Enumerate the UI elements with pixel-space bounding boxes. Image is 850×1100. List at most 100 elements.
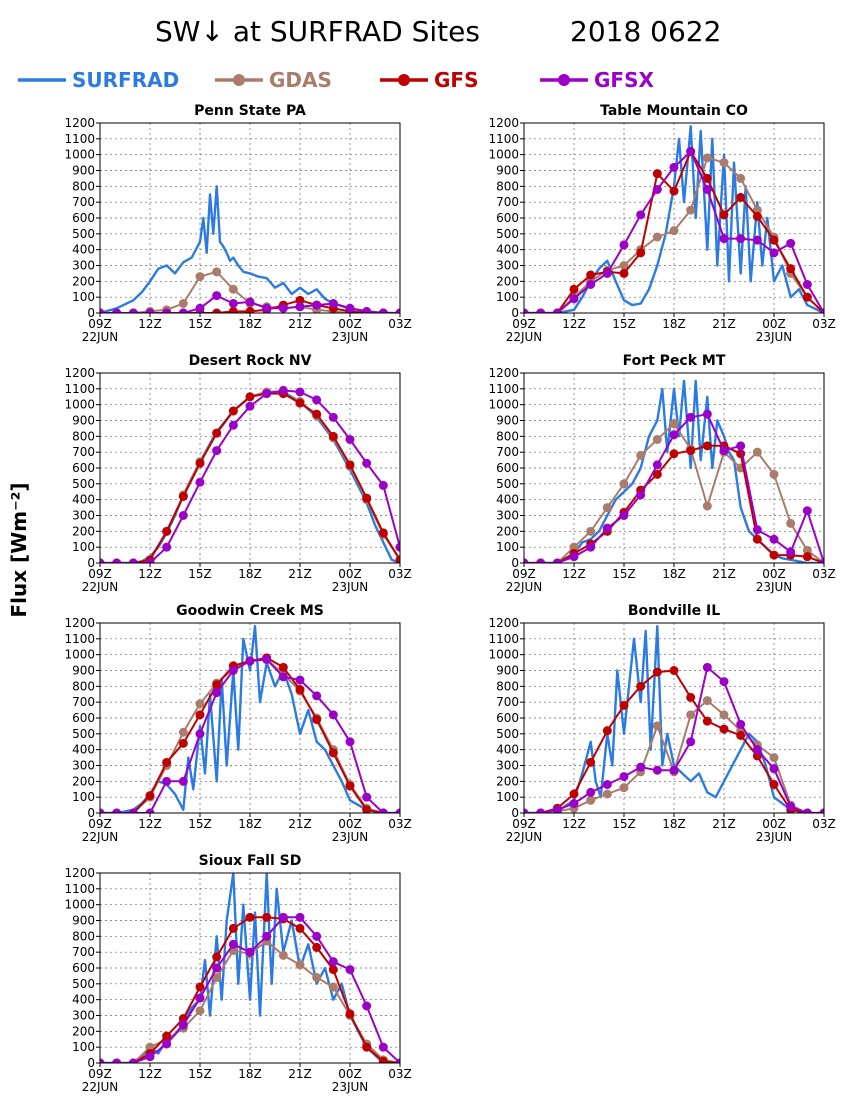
series-point-gfs bbox=[212, 952, 222, 962]
series-point-gfsx bbox=[262, 303, 272, 313]
series-point-gfsx bbox=[552, 558, 562, 563]
x-tick-label: 09Z bbox=[88, 817, 112, 831]
series-point-gfs bbox=[378, 1056, 388, 1063]
series-point-gfsx bbox=[345, 965, 355, 975]
series-point-gfsx bbox=[669, 430, 679, 440]
series-point-gfsx bbox=[262, 389, 272, 399]
series-point-gfs bbox=[162, 757, 172, 767]
series-point-gdas bbox=[686, 205, 696, 215]
x-date-label: 22JUN bbox=[82, 830, 119, 844]
series-point-gdas bbox=[212, 267, 222, 277]
y-tick-label: 400 bbox=[496, 243, 519, 257]
series-point-gfsx bbox=[228, 939, 238, 949]
series-point-gfsx bbox=[686, 412, 696, 422]
x-tick-label: 15Z bbox=[188, 317, 212, 331]
y-tick-label: 300 bbox=[72, 259, 95, 273]
series-point-gfs bbox=[652, 469, 662, 479]
series-point-gfsx bbox=[212, 291, 222, 301]
series-point-gfsx bbox=[602, 268, 612, 278]
legend-marker bbox=[233, 74, 245, 86]
x-tick-label: 09Z bbox=[512, 817, 536, 831]
series-point-gfsx bbox=[619, 772, 629, 782]
series-point-gfsx bbox=[652, 765, 662, 775]
y-tick-label: 1000 bbox=[64, 398, 95, 412]
y-axis-title: Flux [Wm⁻²] bbox=[7, 482, 31, 617]
series-point-gfsx bbox=[345, 737, 355, 747]
series-point-gdas bbox=[719, 158, 729, 168]
x-tick-label: 21Z bbox=[712, 317, 736, 331]
x-tick-label: 03Z bbox=[388, 567, 412, 581]
series-point-gfsx bbox=[162, 308, 172, 313]
series-point-gfsx bbox=[702, 185, 712, 194]
x-tick-label: 00Z bbox=[338, 817, 362, 831]
series-point-gfsx bbox=[145, 808, 155, 813]
x-tick-label: 00Z bbox=[762, 817, 786, 831]
series-point-gfsx bbox=[736, 441, 746, 451]
y-tick-label: 600 bbox=[496, 461, 519, 475]
y-tick-label: 400 bbox=[72, 993, 95, 1007]
series-point-gfs bbox=[395, 555, 400, 563]
x-tick-label: 12Z bbox=[138, 817, 162, 831]
x-tick-label: 00Z bbox=[338, 567, 362, 581]
series-point-gfsx bbox=[786, 802, 796, 812]
series-point-gfsx bbox=[719, 446, 729, 456]
series-point-gfsx bbox=[524, 558, 529, 563]
series-point-gfsx bbox=[536, 308, 546, 313]
series-point-gfsx bbox=[362, 458, 372, 468]
series-point-gfsx bbox=[312, 931, 322, 941]
series-point-gfsx bbox=[669, 765, 679, 775]
series-point-gfsx bbox=[178, 308, 188, 313]
panel-table-mountain-co: Table Mountain CO01002003004005006007008… bbox=[488, 103, 835, 344]
x-tick-label: 18Z bbox=[238, 317, 262, 331]
x-date-label: 23JUN bbox=[756, 580, 793, 594]
x-tick-label: 15Z bbox=[612, 817, 636, 831]
y-tick-label: 1200 bbox=[488, 616, 519, 630]
legend-label: SURFRAD bbox=[72, 68, 179, 92]
series-point-gfsx bbox=[312, 691, 322, 701]
x-tick-label: 09Z bbox=[88, 317, 112, 331]
series-point-gfsx bbox=[769, 248, 779, 258]
series-point-gfs bbox=[619, 268, 629, 278]
y-tick-label: 1100 bbox=[64, 382, 95, 396]
series-point-gfsx bbox=[819, 558, 824, 563]
y-tick-label: 500 bbox=[72, 477, 95, 491]
panel-series bbox=[524, 625, 824, 813]
series-point-gfs bbox=[569, 789, 579, 799]
series-point-gfsx bbox=[128, 308, 138, 313]
series-point-gfsx bbox=[278, 303, 288, 313]
series-point-gfsx bbox=[652, 185, 662, 194]
series-point-gfsx bbox=[262, 654, 272, 664]
y-tick-label: 300 bbox=[72, 1009, 95, 1023]
series-line-surfrad bbox=[100, 185, 400, 313]
series-point-gfs bbox=[195, 458, 205, 468]
x-date-label: 23JUN bbox=[756, 830, 793, 844]
y-tick-label: 700 bbox=[72, 945, 95, 959]
x-date-label: 23JUN bbox=[332, 830, 369, 844]
series-point-gdas bbox=[719, 710, 729, 720]
x-tick-label: 12Z bbox=[562, 567, 586, 581]
series-point-gfs bbox=[362, 1042, 372, 1052]
x-date-label: 22JUN bbox=[82, 1080, 119, 1094]
series-point-gfsx bbox=[245, 297, 255, 307]
series-point-gfsx bbox=[100, 308, 105, 313]
y-tick-label: 1200 bbox=[64, 866, 95, 880]
series-point-gfsx bbox=[395, 308, 400, 313]
series-point-gfsx bbox=[278, 385, 288, 395]
series-point-gfs bbox=[752, 211, 762, 221]
series-point-gfsx bbox=[786, 547, 796, 557]
series-point-gfsx bbox=[195, 303, 205, 313]
x-tick-label: 09Z bbox=[88, 567, 112, 581]
series-point-gfsx bbox=[245, 947, 255, 957]
series-point-gfsx bbox=[752, 235, 762, 245]
series-point-gdas bbox=[212, 973, 222, 982]
series-point-gfsx bbox=[586, 787, 596, 797]
series-point-gfs bbox=[719, 210, 729, 220]
x-tick-label: 00Z bbox=[338, 1067, 362, 1081]
panel-series bbox=[100, 625, 400, 813]
series-point-gfsx bbox=[278, 912, 288, 922]
y-tick-label: 400 bbox=[496, 493, 519, 507]
series-point-gfsx bbox=[769, 764, 779, 774]
panel-title: Fort Peck MT bbox=[623, 353, 726, 369]
y-tick-label: 200 bbox=[72, 1024, 95, 1038]
